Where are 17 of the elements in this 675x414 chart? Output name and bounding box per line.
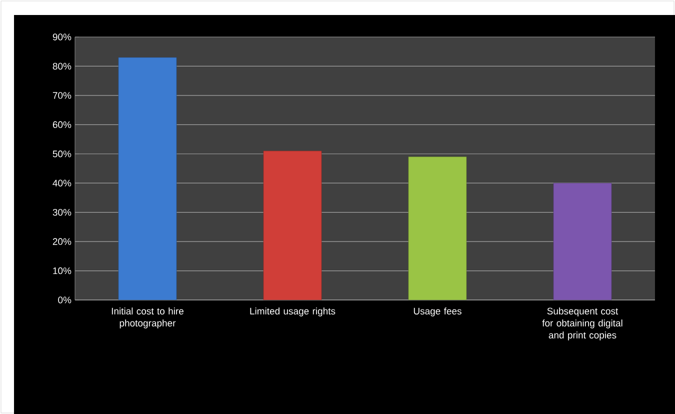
x-tick-label: Usage fees xyxy=(414,308,462,316)
y-tick-label: 30% xyxy=(52,208,72,216)
bar xyxy=(408,156,467,300)
y-tick-label: 20% xyxy=(52,238,72,245)
y-tick-label: 10% xyxy=(53,267,72,274)
y-tick-label: 50% xyxy=(52,150,72,158)
y-tick-label: 80% xyxy=(52,62,72,70)
y-tick-label: 70% xyxy=(52,92,72,99)
y-tick-label: 0% xyxy=(58,296,72,304)
bar xyxy=(553,182,612,300)
y-tick-label: 90% xyxy=(52,34,72,40)
y-tick-label: 40% xyxy=(52,180,72,186)
bar xyxy=(263,150,322,300)
y-tick-label: 60% xyxy=(52,121,72,128)
x-tick-label: Limited usage rights xyxy=(250,308,336,316)
x-tick-label: Initial cost to hire photographer xyxy=(112,308,184,328)
x-tick-label: Subsequent cost for obtaining digital and print copies xyxy=(542,308,622,340)
